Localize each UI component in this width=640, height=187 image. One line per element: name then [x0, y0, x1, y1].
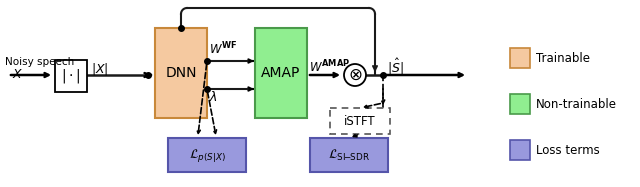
Text: $\mathcal{L}_{\mathrm{SI\!\!-\!\!SDR}}$: $\mathcal{L}_{\mathrm{SI\!\!-\!\!SDR}}$	[328, 148, 370, 163]
Circle shape	[344, 64, 366, 86]
Bar	[155, 28, 207, 118]
Text: $|\cdot|$: $|\cdot|$	[61, 67, 81, 85]
Bar	[510, 140, 530, 160]
Text: $\lambda$: $\lambda$	[209, 90, 218, 104]
Bar	[168, 138, 246, 172]
Text: Trainable: Trainable	[536, 51, 590, 65]
Text: DNN: DNN	[165, 66, 196, 80]
Bar	[330, 108, 390, 134]
Text: $\mathcal{L}_{p(S|X)}$: $\mathcal{L}_{p(S|X)}$	[189, 146, 225, 163]
Bar	[510, 48, 530, 68]
Text: $|\hat{S}|$: $|\hat{S}|$	[387, 57, 404, 77]
Text: AMAP: AMAP	[261, 66, 301, 80]
Text: iSTFT: iSTFT	[344, 114, 376, 128]
Text: $X$: $X$	[12, 68, 23, 80]
Text: $W^{\mathbf{WF}}$: $W^{\mathbf{WF}}$	[209, 40, 237, 57]
Text: Non-trainable: Non-trainable	[536, 97, 617, 111]
Bar	[55, 60, 87, 92]
Bar	[510, 94, 530, 114]
Text: $|X|$: $|X|$	[91, 61, 108, 77]
Text: $\otimes$: $\otimes$	[348, 66, 362, 84]
Bar	[255, 28, 307, 118]
Text: $W^{\mathbf{AMAP}}$: $W^{\mathbf{AMAP}}$	[309, 59, 350, 75]
Text: Noisy speech: Noisy speech	[5, 57, 74, 67]
Bar	[310, 138, 388, 172]
Text: Loss terms: Loss terms	[536, 143, 600, 157]
